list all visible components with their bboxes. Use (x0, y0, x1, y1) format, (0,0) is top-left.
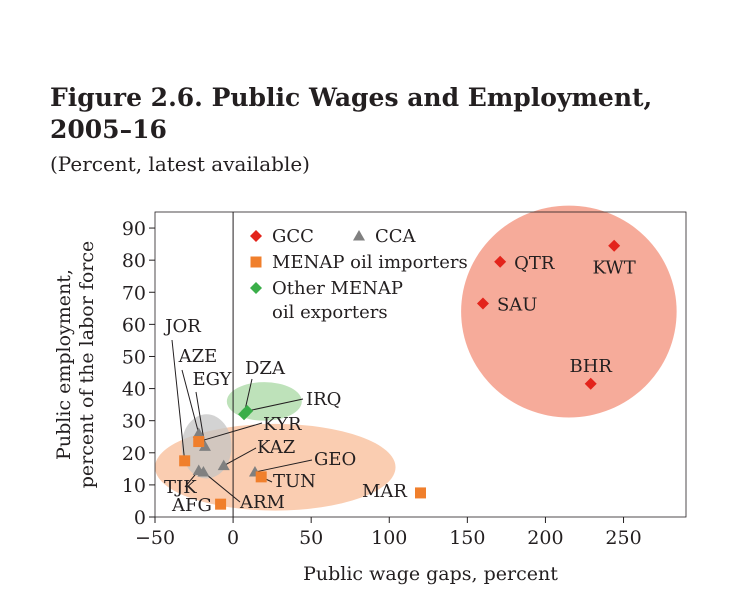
point-label-tjk: TJK (164, 477, 197, 498)
point-label-mar: MAR (362, 481, 407, 502)
y-tick-label: 80 (122, 250, 146, 272)
legend-label-3-line2: oil exporters (272, 302, 388, 323)
point-label-arm: ARM (239, 492, 285, 513)
marker-egy (198, 440, 211, 451)
leader-line-geo (254, 459, 313, 473)
legend-marker-2 (250, 256, 262, 268)
y-tick-label: 60 (122, 314, 146, 336)
point-label-egy: EGY (192, 369, 232, 390)
point-label-dza: DZA (245, 358, 286, 379)
legend-label-2: MENAP oil importers (272, 252, 468, 273)
ellipse-gcc (461, 205, 677, 418)
legend-label-0: GCC (272, 226, 314, 247)
point-label-tun: TUN (273, 471, 316, 492)
point-label-afg: AFG (171, 495, 212, 516)
y-tick-label: 90 (122, 218, 146, 240)
chart-subtitle: (Percent, latest available) (50, 152, 310, 176)
point-label-geo: GEO (314, 449, 356, 470)
leader-line-arm (203, 471, 241, 503)
y-tick-label: 40 (122, 379, 146, 401)
marker-kwt (608, 239, 621, 252)
x-tick-label: 200 (527, 527, 563, 549)
chart-title: Figure 2.6. Public Wages and Employment,… (50, 82, 670, 146)
point-label-kwt: KWT (593, 258, 636, 279)
leader-line-jor (171, 339, 186, 461)
data-markers (179, 239, 621, 510)
point-label-bhr: BHR (569, 356, 612, 377)
leader-line-kyr (198, 422, 263, 443)
legend-marker-0 (250, 230, 262, 242)
legend-marker-3 (250, 282, 262, 294)
marker-kaz (217, 459, 230, 471)
chart-title-line1: Figure 2.6. Public Wages and Employment, (50, 83, 653, 112)
legend-label-3-line1: Other MENAP (272, 278, 403, 299)
marker-qtr (494, 255, 507, 268)
point-label-sau: SAU (497, 295, 538, 316)
marker-aze (192, 427, 205, 439)
y-tick-label: 70 (122, 282, 146, 304)
marker-mar (415, 487, 426, 499)
y-tick-label: 20 (122, 443, 146, 465)
point-label-irq: IRQ (306, 389, 341, 410)
leader-line-aze (181, 369, 200, 434)
legend-marker-1 (353, 230, 365, 241)
y-tick-label: 50 (122, 346, 146, 368)
x-tick-label: 150 (449, 527, 485, 549)
x-tick-label: 250 (605, 527, 641, 549)
marker-bhr (584, 377, 597, 390)
x-axis-label: Public wage gaps, percent (303, 563, 558, 585)
marker-sau (476, 297, 489, 310)
point-label-kyr: KYR (263, 414, 302, 435)
legend: GCC CCA MENAP oil importers Other MENAP oil … (250, 226, 468, 323)
y-tick-label: 10 (122, 475, 146, 497)
plot-frame (154, 211, 687, 518)
chart-title-line2: 2005–16 (50, 115, 167, 144)
x-tick-label: 0 (227, 527, 239, 549)
legend-label-1: CCA (375, 226, 417, 247)
point-label-kaz: KAZ (257, 437, 295, 458)
y-tick-label: 0 (134, 507, 146, 529)
marker-afg (215, 498, 227, 510)
leader-line-irq (247, 398, 304, 412)
point-label-qtr: QTR (514, 253, 555, 274)
y-tick-label: 30 (122, 411, 146, 433)
point-label-jor: JOR (163, 316, 201, 337)
point-label-aze: AZE (178, 346, 218, 367)
marker-tun (255, 471, 267, 483)
y-axis-label-line1: Public employment, (53, 269, 75, 460)
marker-irq (241, 405, 254, 418)
marker-kyr (193, 436, 205, 448)
x-tick-label: 50 (299, 527, 323, 549)
y-axis-label-line2: percent of the labor force (76, 241, 98, 489)
leader-line-kaz (223, 447, 257, 467)
marker-arm (197, 466, 210, 477)
x-tick-label: −50 (135, 527, 175, 549)
x-tick-label: 100 (371, 527, 407, 549)
marker-jor (179, 455, 191, 467)
